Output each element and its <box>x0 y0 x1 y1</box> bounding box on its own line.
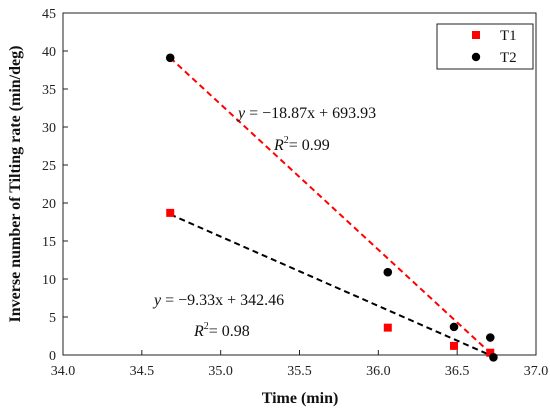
point-t2 <box>383 267 393 277</box>
fit-annotation-t2: y = −18.87x + 693.93 R2= 0.99 <box>236 105 376 154</box>
point-t2 <box>489 352 498 362</box>
r2-t2: R2= 0.99 <box>273 135 330 154</box>
fit-annotation-t1: y = −9.33x + 342.46 R2= 0.98 <box>152 292 284 340</box>
legend-marker-t1 <box>472 31 480 39</box>
equation-t1: y = −9.33x + 342.46 <box>152 292 284 309</box>
equation-t1-lhs: y <box>152 292 162 309</box>
data-points <box>165 53 498 362</box>
equation-t1-rhs: = −9.33x + 342.46 <box>165 292 284 309</box>
y-tick-label: 35 <box>42 83 56 98</box>
x-tick-label: 34.0 <box>51 364 76 379</box>
fit-lines <box>169 57 496 359</box>
point-t2 <box>485 333 495 342</box>
y-axis-label: Inverse number of Tilting rate (min/deg) <box>7 46 24 323</box>
point-t1 <box>166 208 175 217</box>
point-t1 <box>383 323 392 332</box>
point-t1 <box>450 341 459 350</box>
x-axis-label: Time (min) <box>262 390 339 407</box>
legend-box <box>436 23 534 70</box>
x-tick-label: 35.5 <box>287 364 312 379</box>
y-tick-label: 30 <box>42 121 56 136</box>
x-tick-label: 34.5 <box>130 364 155 379</box>
r2-t2-label: R <box>273 137 284 154</box>
x-tick-label: 36.0 <box>366 364 391 379</box>
y-tick-label: 0 <box>49 349 56 364</box>
equation-t2: y = −18.87x + 693.93 <box>236 105 376 122</box>
x-tick-label: 35.0 <box>208 364 233 379</box>
x-tick-label: 36.5 <box>445 364 470 379</box>
point-t2 <box>165 53 175 63</box>
ticks: 34.0 34.5 35.0 35.5 36.0 36.5 37.0 0 5 10 15 20 25 30… <box>42 7 548 379</box>
y-tick-label: 15 <box>42 235 56 250</box>
equation-t2-lhs: y <box>236 105 246 122</box>
legend: T1 T2 <box>436 23 534 70</box>
y-tick-label: 25 <box>42 159 56 174</box>
fit-line-t1 <box>169 213 496 359</box>
fit-line-t2 <box>169 57 496 359</box>
r2-t2-value: = 0.99 <box>289 137 330 154</box>
legend-label-t2: T2 <box>500 50 517 66</box>
y-tick-label: 5 <box>49 311 56 326</box>
y-tick-label: 40 <box>42 45 56 60</box>
r2-t2-sup: 2 <box>284 135 289 146</box>
r2-t1: R2= 0.98 <box>193 321 250 340</box>
r2-t1-value: = 0.98 <box>209 323 250 340</box>
y-tick-label: 10 <box>42 273 56 288</box>
equation-t2-rhs: = −18.87x + 693.93 <box>249 105 376 122</box>
r2-t1-label: R <box>193 323 204 340</box>
x-tick-label: 37.0 <box>524 364 549 379</box>
point-t2 <box>449 322 459 332</box>
y-tick-label: 45 <box>42 7 56 22</box>
legend-marker-t2 <box>471 52 481 62</box>
y-tick-label: 20 <box>42 197 56 212</box>
legend-label-t1: T1 <box>500 28 517 44</box>
r2-t1-sup: 2 <box>204 321 209 332</box>
point-t1 <box>486 348 495 357</box>
